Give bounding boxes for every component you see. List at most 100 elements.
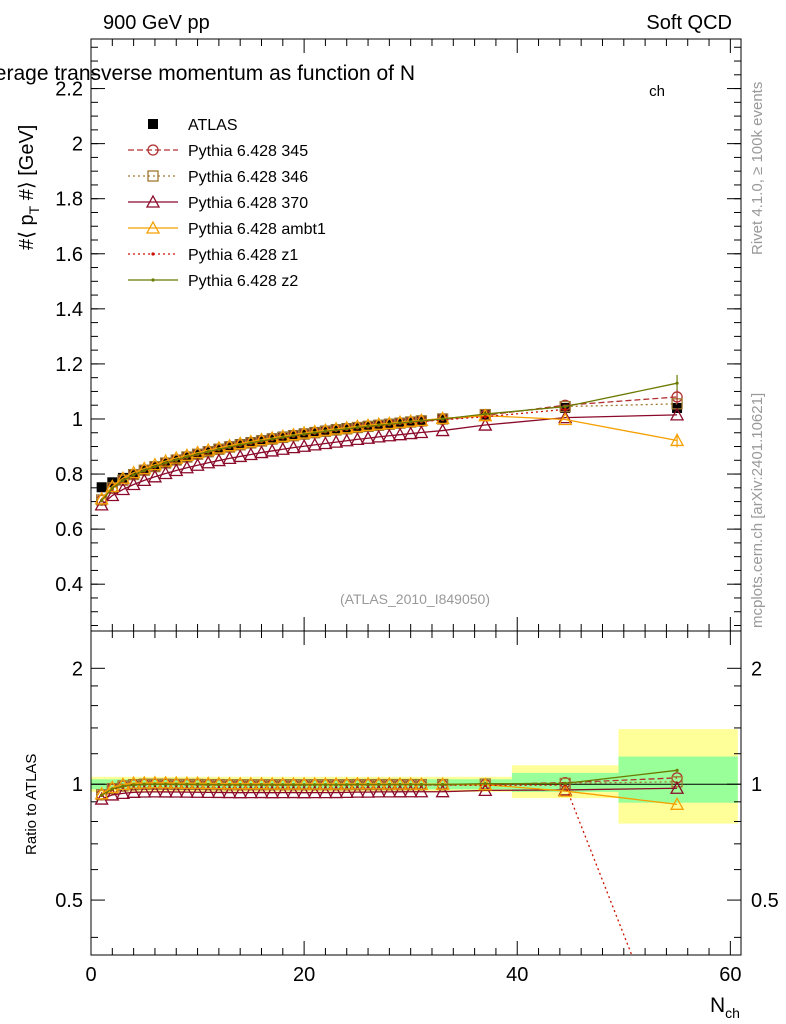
main-data-point	[377, 423, 381, 427]
ratio-data-point	[126, 775, 141, 789]
main-data-point	[201, 455, 216, 469]
ratio-data-point	[105, 780, 120, 794]
x-label-main: N	[710, 994, 725, 1017]
main-data-point	[403, 426, 418, 440]
main-data-point	[558, 412, 573, 426]
ratio-data-point	[190, 784, 205, 798]
ratio-data-point	[286, 785, 301, 799]
main-data-point	[409, 420, 413, 424]
main-data-point	[328, 421, 344, 435]
main-data-point	[275, 441, 290, 455]
main-data-point	[126, 477, 141, 491]
main-data-point	[100, 498, 104, 503]
ratio-data-point	[669, 796, 685, 810]
main-y-tick-label: 1.8	[55, 189, 83, 211]
ratio-data-point	[414, 784, 429, 798]
main-y-tick-label: 0.6	[55, 519, 83, 541]
main-data-point	[211, 440, 226, 454]
ratio-series-line	[101, 783, 633, 955]
legend-marker	[148, 119, 158, 129]
main-data-point	[318, 422, 333, 436]
ratio-data-point	[328, 785, 344, 799]
ratio-data-point	[169, 784, 184, 798]
ratio-data-point	[350, 784, 365, 798]
ratio-data-point	[243, 776, 258, 790]
main-y-tick-label: 1.6	[55, 244, 83, 266]
ratio-data-point	[414, 776, 429, 790]
ratio-data-point	[270, 783, 274, 787]
main-data-point	[115, 482, 131, 496]
ratio-data-point	[671, 776, 683, 788]
main-data-point	[313, 431, 317, 435]
x-tick-label: 20	[293, 964, 315, 986]
ratio-data-point	[377, 782, 381, 787]
ratio-data-point	[227, 783, 232, 787]
ratio-data-point	[435, 776, 450, 790]
main-data-point	[345, 427, 349, 431]
main-data-point	[110, 486, 114, 490]
main-data-point	[115, 470, 131, 484]
legend-label: ATLAS	[188, 117, 238, 134]
main-data-point	[286, 440, 301, 454]
main-data-point	[227, 445, 232, 449]
main-data-point	[233, 449, 248, 463]
ratio-data-point	[265, 776, 280, 790]
main-data-point	[222, 450, 237, 465]
legend-marker	[145, 220, 161, 234]
ratio-data-point	[105, 787, 120, 801]
main-data-point	[291, 434, 296, 438]
ratio-data-point	[179, 775, 194, 789]
x-axis-label: Nch	[710, 994, 740, 1021]
ratio-data-point	[233, 785, 248, 799]
main-data-point	[382, 416, 397, 430]
ratio-data-point	[147, 775, 163, 789]
ratio-y-tick-label-right: 2	[751, 658, 762, 680]
main-data-point	[307, 424, 322, 438]
main-data-point	[414, 413, 429, 427]
ratio-data-point	[275, 785, 290, 799]
ratio-axis-ticks: 0.5 0.51 12 20 20 40 60	[55, 631, 779, 986]
ratio-data-point	[334, 783, 338, 787]
main-data-point	[222, 438, 237, 452]
main-data-point	[392, 414, 408, 428]
x-tick-label: 60	[719, 964, 741, 986]
main-data-point	[243, 434, 258, 448]
main-axis-ticks: 0.4 0.6 0.8 1 1.2 1.4 1.6 1.8 2 2.2	[55, 39, 741, 631]
main-data-point	[190, 445, 205, 459]
legend-marker	[147, 170, 159, 182]
main-data-point	[147, 469, 163, 483]
legend-label: Pythia 6.428 z1	[188, 247, 298, 264]
ratio-data-point	[169, 775, 184, 789]
ratio-data-point	[350, 776, 365, 790]
main-data-point	[94, 491, 109, 505]
main-data-point	[414, 425, 429, 439]
main-data-point	[217, 447, 221, 451]
main-data-point	[419, 419, 423, 423]
main-data-point	[126, 465, 141, 479]
ratio-data-point	[179, 784, 194, 798]
main-data-point	[435, 423, 450, 437]
ratio-data-point	[174, 782, 178, 786]
ratio-data-point	[355, 782, 359, 787]
ratio-data-point	[403, 776, 418, 790]
main-data-point	[339, 433, 354, 447]
x-label-sub: ch	[725, 1005, 740, 1021]
main-data-point	[360, 417, 376, 431]
ratio-data-point	[339, 776, 354, 790]
main-data-point	[142, 468, 146, 473]
main-data-point	[195, 452, 200, 456]
main-data-point	[96, 482, 107, 493]
main-plot-panel: 0.4 0.6 0.8 1 1.2 1.4 1.6 1.8 2 2.2 Average trans…	[0, 38, 742, 632]
main-data-point	[297, 425, 312, 439]
main-title-text: Average transverse momentum as function …	[0, 62, 415, 85]
ratio-data-point	[328, 776, 344, 790]
legend-label: Pythia 6.428 345	[188, 143, 308, 160]
ratio-data-point	[419, 782, 423, 787]
ratio-data-point	[307, 776, 322, 790]
main-data-point	[206, 450, 210, 454]
ratio-data-point	[297, 785, 312, 799]
main-data-point	[132, 473, 136, 477]
ratio-data-point	[669, 780, 685, 794]
ratio-data-point	[360, 784, 376, 798]
ratio-data-point	[563, 781, 567, 785]
